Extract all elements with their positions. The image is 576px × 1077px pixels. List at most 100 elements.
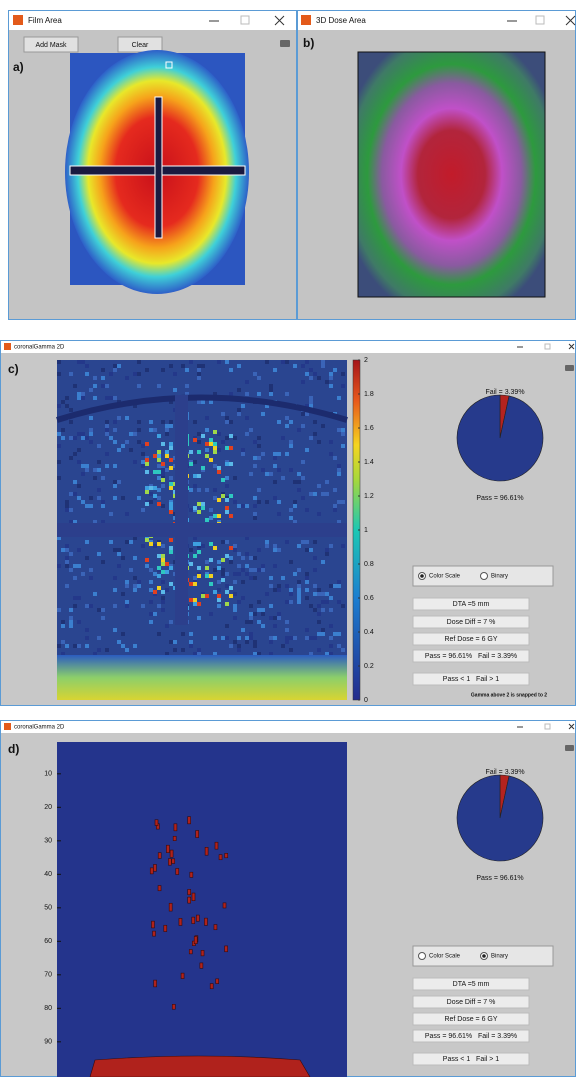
gamma-hotspot	[209, 442, 213, 446]
gamma-pixel	[253, 496, 257, 500]
gamma-pixel	[297, 472, 301, 476]
gamma-pixel	[189, 644, 193, 648]
gamma-pixel	[293, 504, 297, 508]
gamma-pixel	[241, 596, 245, 600]
gamma-pixel	[321, 360, 325, 364]
gamma-pixel	[113, 420, 117, 424]
gamma-pixel	[205, 560, 209, 564]
gamma-pixel	[337, 644, 341, 648]
camera-icon[interactable]	[565, 365, 574, 371]
radio-button[interactable]	[481, 573, 488, 580]
gamma-pixel	[153, 544, 157, 548]
gamma-pixel	[149, 428, 153, 432]
gamma-hotspot	[157, 554, 161, 558]
gamma-pixel	[293, 636, 297, 640]
gamma-pixel	[69, 608, 73, 612]
fail-pixel	[225, 946, 228, 952]
gamma-hotspot	[197, 542, 201, 546]
gamma-hotspot	[197, 474, 201, 478]
gamma-hotspot	[201, 434, 205, 438]
gamma-pixel	[249, 472, 253, 476]
gamma-hotspot	[169, 482, 173, 486]
gamma-pixel	[157, 604, 161, 608]
mask-vertical	[175, 395, 188, 625]
gamma-pixel	[225, 484, 229, 488]
gamma-pixel	[321, 560, 325, 564]
gamma-pixel	[313, 556, 317, 560]
gamma-pixel	[245, 636, 249, 640]
gamma-pixel	[233, 476, 237, 480]
gamma-hotspot	[157, 566, 161, 570]
gamma-pixel	[233, 436, 237, 440]
info-text: Ref Dose = 6 GY	[444, 1016, 497, 1023]
app-icon	[301, 15, 311, 25]
gamma-pixel	[313, 540, 317, 544]
gamma-pixel	[245, 416, 249, 420]
gamma-hotspot	[217, 498, 221, 502]
gamma-pixel	[249, 616, 253, 620]
camera-icon[interactable]	[565, 745, 574, 751]
gamma-hotspot	[209, 574, 213, 578]
gamma-pixel	[73, 384, 77, 388]
gamma-pixel	[133, 460, 137, 464]
gamma-pixel	[297, 428, 301, 432]
gamma-pixel	[245, 432, 249, 436]
gamma-pixel	[305, 636, 309, 640]
gamma-pixel	[117, 564, 121, 568]
mask-horizontal	[57, 523, 347, 537]
gamma-pixel	[285, 540, 289, 544]
gamma-pixel	[329, 636, 333, 640]
gamma-pixel	[297, 600, 301, 604]
gamma-pixel	[81, 472, 85, 476]
gamma-hotspot	[197, 450, 201, 454]
gamma-pixel	[69, 492, 73, 496]
gamma-pixel	[77, 548, 81, 552]
gamma-pixel	[185, 384, 189, 388]
gamma-hotspot	[229, 586, 233, 590]
gamma-pixel	[77, 396, 81, 400]
gamma-pixel	[325, 380, 329, 384]
gamma-pixel	[85, 604, 89, 608]
gamma-pixel	[317, 620, 321, 624]
gamma-pixel	[233, 608, 237, 612]
fail-pixel	[150, 868, 153, 874]
gamma-pixel	[97, 552, 101, 556]
gamma-pixel	[165, 424, 169, 428]
gamma-hotspot	[169, 502, 173, 506]
gamma-pixel	[69, 372, 73, 376]
gamma-pixel	[73, 564, 77, 568]
gamma-pixel	[277, 548, 281, 552]
radio-button[interactable]	[419, 953, 426, 960]
gamma-pixel	[273, 624, 277, 628]
gamma-pixel	[97, 648, 101, 652]
gamma-pixel	[121, 632, 125, 636]
fail-band	[90, 1056, 310, 1077]
gamma-pixel	[265, 472, 269, 476]
gamma-pixel	[329, 452, 333, 456]
gamma-pixel	[337, 500, 341, 504]
gamma-pixel	[217, 580, 221, 584]
gamma-pixel	[89, 576, 93, 580]
gamma-pixel	[301, 412, 305, 416]
gamma-pixel	[197, 432, 201, 436]
gamma-pixel	[73, 604, 77, 608]
gamma-pixel	[117, 448, 121, 452]
gamma-hotspot	[193, 554, 197, 558]
gamma-pixel	[77, 484, 81, 488]
gamma-pixel	[129, 448, 133, 452]
gamma-pixel	[337, 428, 341, 432]
gamma-pixel	[317, 588, 321, 592]
gamma-pixel	[201, 544, 205, 548]
fail-pixel	[168, 859, 171, 866]
gamma-pixel	[233, 500, 237, 504]
gamma-hotspot	[169, 538, 173, 542]
gamma-pixel	[205, 448, 209, 452]
gamma-pixel	[85, 504, 89, 508]
gamma-hotspot	[169, 506, 173, 510]
window-title: Film Area	[28, 16, 62, 25]
gamma-pixel	[73, 452, 77, 456]
camera-icon[interactable]	[280, 40, 290, 47]
gamma-hotspot	[149, 542, 153, 546]
gamma-pixel	[65, 584, 69, 588]
gamma-pixel	[197, 488, 201, 492]
